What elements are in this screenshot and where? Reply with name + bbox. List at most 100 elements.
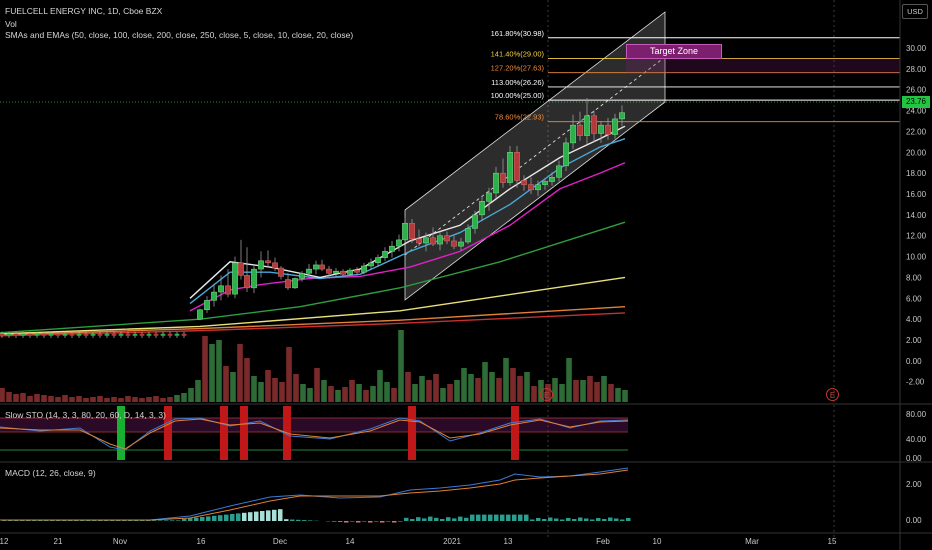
candle-body: [111, 333, 117, 336]
candle-body: [382, 251, 388, 258]
volume-bar: [356, 384, 362, 402]
macd-histogram-bar: [224, 514, 229, 521]
macd-histogram-bar: [524, 514, 529, 521]
candle-body: [437, 235, 443, 245]
candle-body: [104, 333, 110, 336]
macd-histogram-bar: [566, 518, 571, 521]
volume-bar: [104, 398, 110, 402]
stoch-tick-label: 80.00: [906, 410, 927, 419]
stoch-signal-bar: [220, 406, 228, 460]
macd-histogram-bar: [206, 516, 211, 521]
earnings-marker[interactable]: E: [826, 388, 839, 401]
volume-bar: [27, 396, 33, 402]
grid-lines: [0, 0, 900, 540]
volume-bar: [300, 384, 306, 402]
candle-body: [542, 181, 548, 185]
volume-bar: [34, 394, 40, 402]
macd-histogram-bar: [146, 520, 151, 521]
macd-histogram-bar: [236, 513, 241, 521]
volume-bar: [132, 397, 138, 402]
volume-bars: [0, 330, 628, 402]
price-axis: 30.00 28.00 26.00 24.00 22.00 20.00 18.00 16.00…: [899, 0, 927, 550]
y-tick-label: 16.00: [906, 190, 927, 199]
macd-histogram-bar: [392, 521, 397, 523]
volume-bar: [622, 390, 628, 402]
macd-histogram-bar: [200, 517, 205, 521]
volume-bar: [405, 372, 411, 402]
candle-body: [326, 268, 332, 274]
volume-bar: [118, 398, 124, 402]
fib-level-label: 78.60%(22.93): [495, 113, 545, 122]
macd-histogram-bar: [20, 520, 25, 521]
currency-button[interactable]: USD: [902, 4, 928, 19]
target-zone-label: Target Zone: [626, 44, 722, 59]
macd-histogram-bar: [614, 518, 619, 521]
x-tick-label: 15: [828, 537, 837, 546]
volume-bar: [314, 368, 320, 402]
candle-body: [598, 124, 604, 134]
macd-histogram-bar: [176, 520, 181, 521]
y-tick-label: 22.00: [906, 127, 927, 136]
candle-body: [292, 278, 298, 289]
macd-histogram-bar: [308, 520, 313, 521]
macd-histogram-bar: [548, 517, 553, 521]
volume-bar: [76, 396, 82, 402]
volume-bar: [433, 374, 439, 402]
volume-bar: [573, 380, 579, 402]
volume-bar: [566, 358, 572, 402]
macd-histogram-bar: [536, 518, 541, 521]
volume-bar: [524, 372, 530, 402]
macd-histogram-bar: [386, 521, 391, 522]
macd-histogram-bar: [164, 520, 169, 521]
macd-histogram-bar: [404, 517, 409, 521]
fib-level-label: 141.40%(29.00): [491, 49, 545, 58]
time-axis: 12 21 Nov 16 Dec 14 2021 13 Feb 10 Mar 15: [0, 537, 837, 546]
volume-bar: [447, 384, 453, 402]
volume-bar: [195, 380, 201, 402]
volume-bar: [272, 378, 278, 402]
candle-body: [389, 245, 395, 252]
volume-bar: [335, 390, 341, 402]
y-tick-label: 0.00: [906, 357, 922, 366]
x-tick-label: 13: [504, 537, 513, 546]
macd-histogram-bar: [116, 520, 121, 521]
y-tick-label: 4.00: [906, 315, 922, 324]
earnings-marker[interactable]: E: [540, 388, 553, 401]
candle-body: [197, 309, 203, 320]
macd-histogram-bar: [104, 520, 109, 521]
macd-histogram-bar: [134, 520, 139, 521]
candle-body: [479, 201, 485, 216]
volume-bar: [363, 390, 369, 402]
macd-histogram-bar: [602, 519, 607, 521]
candle-body: [347, 269, 353, 275]
candle-body: [278, 267, 284, 277]
x-tick-label: Mar: [745, 537, 759, 546]
candle-body: [55, 333, 61, 336]
volume-bar: [510, 368, 516, 402]
candle-body: [139, 333, 145, 336]
candle-body: [493, 172, 499, 194]
volume-bar: [552, 378, 558, 402]
volume-bar: [111, 397, 117, 402]
candle-body: [118, 333, 124, 336]
volume-bar: [209, 344, 215, 402]
macd-histogram-bar: [290, 519, 295, 521]
y-tick-label: 10.00: [906, 253, 927, 262]
candle-body: [83, 333, 89, 336]
macd-histogram-bar: [266, 510, 271, 521]
macd-histogram-bar: [446, 517, 451, 521]
candle-body: [211, 291, 217, 301]
stoch-tick-label: 0.00: [906, 454, 922, 463]
macd-histogram-bar: [584, 518, 589, 521]
macd-tick-label: 0.00: [906, 516, 922, 525]
volume-bar: [97, 396, 103, 402]
moving-average-line: [189, 125, 626, 299]
candle-body: [225, 285, 231, 295]
fib-level-label: 100.00%(25.00): [491, 91, 545, 100]
volume-bar: [307, 388, 313, 402]
volume-bar: [496, 378, 502, 402]
indicator-panes: [0, 403, 932, 534]
candle-body: [514, 152, 520, 181]
macd-histogram-bar: [452, 518, 457, 521]
